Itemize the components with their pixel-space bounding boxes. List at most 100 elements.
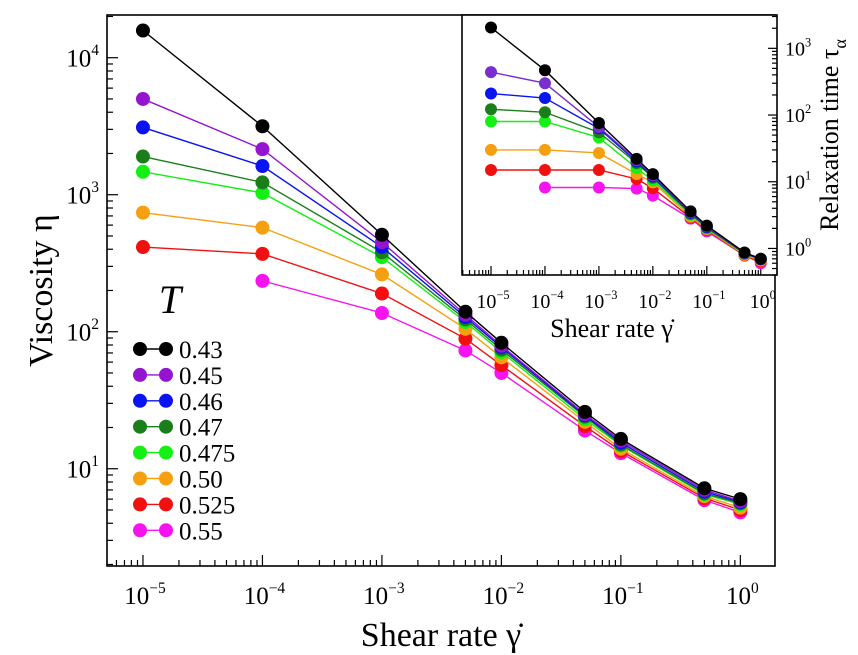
legend-label: 0.475 (179, 441, 235, 468)
x-tick-label: 10−3 (363, 580, 405, 610)
x-tick-label: 100 (750, 288, 776, 313)
legend-marker (159, 342, 173, 356)
legend-label: 0.47 (179, 415, 223, 442)
data-point (738, 246, 751, 259)
data-point (135, 149, 150, 164)
data-point (135, 120, 150, 135)
data-point (255, 220, 270, 235)
legend-marker (133, 523, 147, 538)
data-point (255, 246, 270, 261)
y-axis-title: Relaxation time τα (815, 39, 850, 231)
data-point (538, 77, 551, 90)
legend-label: 0.55 (179, 518, 223, 545)
data-point (494, 335, 509, 350)
data-point (646, 168, 659, 181)
data-point (458, 331, 473, 346)
x-tick-label: 10−4 (530, 288, 563, 313)
data-point (630, 182, 643, 195)
series-line (262, 280, 741, 514)
legend-label: 0.43 (179, 337, 223, 364)
data-point (374, 227, 389, 242)
y-tick-label: 103 (66, 179, 99, 209)
data-point (255, 119, 270, 134)
legend-title: T (159, 277, 184, 322)
legend-marker (159, 497, 173, 512)
data-point (538, 106, 551, 119)
legend-marker (159, 367, 173, 382)
legend-label: 0.525 (179, 492, 235, 519)
data-point (538, 64, 551, 77)
x-tick-label: 10−2 (638, 288, 671, 313)
data-point (592, 164, 605, 177)
legend-label: 0.45 (179, 363, 223, 390)
legend-marker (133, 367, 147, 382)
legend-item: 0.55 (133, 518, 223, 545)
y-tick-label: 101 (66, 453, 99, 483)
y-axis-title: Viscosity η (23, 214, 60, 367)
data-point (630, 152, 643, 165)
legend-marker (159, 393, 173, 408)
y-tick-label: 103 (785, 35, 811, 60)
legend-marker (159, 523, 173, 538)
data-point (754, 252, 767, 265)
legend-marker (159, 419, 173, 434)
data-point (485, 103, 498, 116)
data-point (592, 181, 605, 194)
legend-marker (133, 419, 147, 434)
data-point (485, 143, 498, 156)
data-point (135, 23, 150, 38)
legend-marker (133, 497, 147, 512)
legend-marker (133, 471, 147, 486)
data-point (485, 21, 498, 34)
x-tick-label: 10−1 (692, 288, 725, 313)
data-point (458, 304, 473, 319)
data-point (135, 91, 150, 106)
legend-item: 0.525 (133, 492, 235, 519)
data-point (538, 164, 551, 177)
data-point (592, 146, 605, 159)
data-point (485, 164, 498, 177)
data-point (255, 142, 270, 157)
x-tick-label: 10−2 (483, 580, 525, 610)
data-point (538, 115, 551, 128)
legend-item: 0.43 (133, 337, 223, 364)
legend-item: 0.47 (133, 415, 223, 442)
data-point (733, 492, 748, 507)
data-point (684, 205, 697, 218)
y-tick-label: 100 (785, 235, 811, 260)
data-point (485, 87, 498, 100)
data-point (135, 240, 150, 255)
data-point (374, 305, 389, 320)
legend-item: 0.45 (133, 363, 223, 390)
x-axis-title: Shear rate γ̇ (361, 617, 523, 654)
inset-plot: 10−5 10−4 10−3 10−2 10−1 100 100 101 102 103 Shear… (461, 14, 850, 343)
series-0.43 (485, 21, 767, 265)
x-tick-label: 100 (726, 580, 759, 610)
x-tick-label: 10−4 (244, 580, 286, 610)
legend-marker (133, 393, 147, 408)
series-0.43 (135, 23, 748, 507)
data-point (538, 181, 551, 194)
data-point (700, 219, 713, 232)
legend-item: 0.46 (133, 389, 223, 416)
y-tick-label: 102 (66, 316, 99, 346)
data-point (255, 159, 270, 174)
data-point (538, 143, 551, 156)
x-tick-label: 10−5 (124, 580, 166, 610)
x-tick-label: 10−5 (476, 288, 509, 313)
legend-marker (159, 445, 173, 460)
data-point (592, 116, 605, 129)
data-point (255, 175, 270, 190)
legend-label: 0.46 (179, 389, 223, 416)
data-point (697, 481, 712, 496)
data-point (485, 66, 498, 79)
data-point (374, 286, 389, 301)
legend-item: 0.50 (133, 467, 223, 494)
x-axis-title: Shear rate γ̇ (550, 314, 675, 343)
x-tick-label: 10−1 (602, 580, 644, 610)
data-point (458, 343, 473, 358)
legend-marker (133, 342, 147, 356)
data-point (255, 185, 270, 200)
